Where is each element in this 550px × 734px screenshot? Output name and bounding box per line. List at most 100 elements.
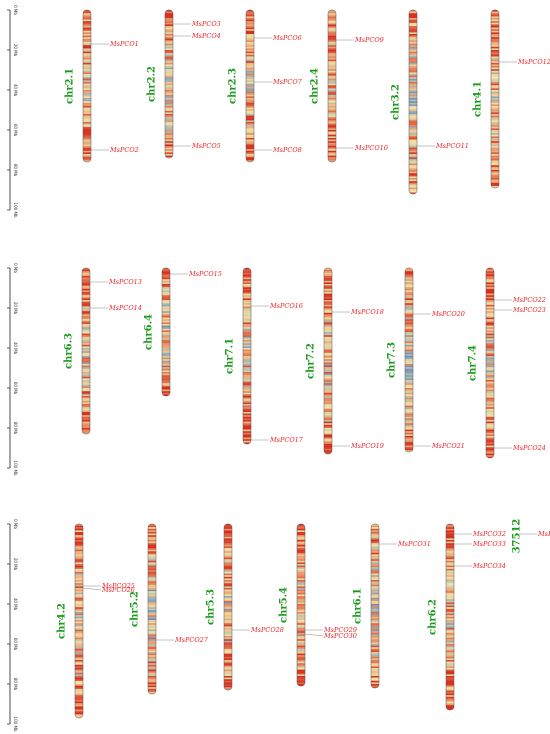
tick-label: 100 Mb <box>13 203 18 218</box>
chromosome-chr6-2: chr6.2 MsPCO32 MsPCO33 MsPCO34 <box>428 523 506 711</box>
density-bands <box>75 524 83 718</box>
chromosome-outline <box>81 267 91 435</box>
tick-label: 0 Mb <box>13 519 18 529</box>
density-bands <box>246 10 254 162</box>
chromosome-chr7-2: chr7.2 MsPCO18 MsPCO19 <box>306 267 384 455</box>
chromosome-label: chr2.1 <box>65 68 76 104</box>
density-bands <box>405 268 413 452</box>
chromosome-outline <box>164 9 174 159</box>
tick-label: 20 Mb <box>13 44 18 57</box>
tick-label: 20 Mb <box>13 558 18 571</box>
chromosome-chr6-3: chr6.3 MsPCO13 MsPCO14 <box>64 267 142 435</box>
chromosome-outline <box>370 523 380 689</box>
tick-label: 0 Mb <box>13 5 18 15</box>
chromosome-outline <box>74 523 84 719</box>
density-bands <box>243 268 251 444</box>
tick-label: 80 Mb <box>13 164 18 177</box>
gene-label: MsPCO8 <box>272 146 302 154</box>
chromosome-label: chr4.2 <box>57 603 68 639</box>
gene-label: MsPCO32 <box>472 530 506 538</box>
density-bands <box>148 524 156 694</box>
gene-label: MsPCO16 <box>269 302 303 310</box>
chromosome-chr3-2: chr3.2 MsPCO11 <box>391 9 469 195</box>
gene-label: MsPCO30 <box>323 632 357 640</box>
density-bands <box>491 10 499 188</box>
gene-label: MsPCO6 <box>272 34 302 42</box>
chromosome-label: 37512 <box>512 519 523 554</box>
density-bands <box>328 10 336 162</box>
gene-label: MsPCO24 <box>512 444 546 452</box>
gene-label: MsPCO25 <box>101 582 135 590</box>
panel-2: 0 Mb 20 Mb 40 Mb 60 Mb 80 Mb 100 Mb chr6.3 MsPC… <box>7 263 546 476</box>
chromosome-outline <box>82 9 92 163</box>
chromosome-outline <box>223 523 233 691</box>
chromosome-outline <box>490 9 500 189</box>
chromosome-chr7-1: chr7.1 MsPCO16 MsPCO17 <box>225 267 304 445</box>
chromosome-chr6-4: chr6.4 MsPCO15 <box>144 267 222 397</box>
gene-label: MsPCO28 <box>250 626 284 634</box>
gene-label: MsPCO23 <box>512 306 546 314</box>
gene-label: MsPCO7 <box>272 78 303 86</box>
chromosome-outline <box>161 267 171 397</box>
chromosome-chr7-4: chr7.4 MsPCO22 MsPCO23 MsPCO24 <box>468 267 546 459</box>
tick-label: 100 Mb <box>13 461 18 476</box>
gene-label: MsPCO10 <box>354 144 388 152</box>
chromosome-outline <box>296 523 306 687</box>
chromosome-chr6-1: chr6.1 MsPCO31 <box>353 523 431 689</box>
chromosome-label: chr7.3 <box>387 342 398 378</box>
chromosome-label: chr6.2 <box>428 599 439 635</box>
gene-label: MsPCO21 <box>431 442 465 450</box>
chromosome-chr4-1: chr4.1 MsPCO12 <box>473 9 550 189</box>
gene-label: MsPCO20 <box>431 310 465 318</box>
chromosome-label: chr6.4 <box>144 314 155 350</box>
density-bands <box>82 268 90 434</box>
tick-label: 40 Mb <box>13 598 18 611</box>
gene-label: MsPCO27 <box>174 636 209 644</box>
chromosome-label: chr5.3 <box>206 589 217 625</box>
gene-label: MsPCO11 <box>435 142 469 150</box>
chromosome-label: chr6.3 <box>64 333 75 369</box>
gene-label: MsPCO19 <box>350 442 384 450</box>
tick-label: 40 Mb <box>13 84 18 97</box>
chromosome-outline <box>147 523 157 695</box>
chromosome-outline <box>323 267 333 455</box>
chromosome-label: chr2.4 <box>310 68 321 104</box>
tick-label: 0 Mb <box>13 263 18 273</box>
chromosome-chr5-2: chr5.2 MsPCO27 <box>130 523 209 695</box>
gene-label: MsPCO5 <box>191 142 221 150</box>
gene-label: MsPCO31 <box>397 540 431 548</box>
tick-label: 20 Mb <box>13 302 18 315</box>
density-bands <box>297 524 305 686</box>
chromosome-label: chr7.2 <box>306 343 317 379</box>
density-bands <box>409 10 417 194</box>
gene-label: MsPCO15 <box>188 270 222 278</box>
chromosome-label: chr3.2 <box>391 84 402 120</box>
chromosome-chr5-3: chr5.3 MsPCO28 <box>206 523 284 691</box>
chromosome-chr2-1: chr2.1 MsPCO1 MsPCO2 <box>65 9 139 163</box>
density-bands <box>486 268 494 458</box>
chromosome-outline <box>445 523 455 711</box>
density-bands <box>83 10 91 162</box>
panel-1: 0 Mb 20 Mb 40 Mb 60 Mb 80 Mb 100 Mb chr2.1 MsPC… <box>7 5 550 218</box>
chromosome-label: chr7.4 <box>468 345 479 381</box>
chromosome-chr2-3: chr2.3 MsPCO6 MsPCO7 MsPCO8 <box>228 9 303 163</box>
gene-label: MsPCO29 <box>323 626 357 634</box>
density-bands <box>324 268 332 454</box>
chromosome-label: chr4.1 <box>473 81 484 117</box>
gene-label: MsPCO12 <box>517 58 550 66</box>
gene-label: MsPCO33 <box>472 540 506 548</box>
chromosome-outline <box>408 9 418 195</box>
panel-3: 0 Mb 20 Mb 40 Mb 60 Mb 80 Mb 100 Mb chr4.2 MsPC… <box>7 519 550 732</box>
gene-label: MsPCO26 <box>101 586 135 594</box>
chromosome-label: chr5.2 <box>130 591 141 627</box>
density-bands <box>371 524 379 688</box>
gene-label: MsPCO22 <box>512 296 546 304</box>
gene-label: MsPCO4 <box>191 32 221 40</box>
chromosome-chr2-2: chr2.2 MsPCO3 MsPCO4 MsPCO5 <box>147 9 221 159</box>
chromosome-label: chr2.3 <box>228 68 239 104</box>
tick-label: 100 Mb <box>13 717 18 732</box>
tick-label: 60 Mb <box>13 382 18 395</box>
gene-label: MsPCO17 <box>269 436 304 444</box>
